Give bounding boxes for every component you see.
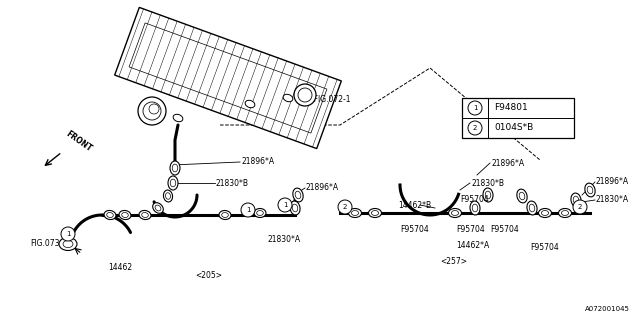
Circle shape (468, 101, 482, 115)
Text: 21896*A: 21896*A (241, 157, 274, 166)
Text: F95704: F95704 (460, 196, 489, 204)
Text: 2: 2 (578, 204, 582, 210)
Text: 14462*A: 14462*A (456, 241, 489, 250)
Text: 2: 2 (473, 125, 477, 131)
Ellipse shape (119, 211, 131, 220)
Text: FRONT: FRONT (64, 130, 93, 154)
Circle shape (294, 84, 316, 106)
Text: 14462*B: 14462*B (398, 201, 431, 210)
Text: 21830*A: 21830*A (596, 196, 629, 204)
Ellipse shape (571, 193, 581, 207)
Text: F94801: F94801 (494, 103, 528, 113)
Ellipse shape (483, 188, 493, 202)
Text: <205>: <205> (195, 270, 222, 279)
Circle shape (298, 88, 312, 102)
Text: A072001045: A072001045 (585, 306, 630, 312)
Ellipse shape (292, 204, 298, 212)
Ellipse shape (173, 114, 183, 122)
Ellipse shape (283, 94, 293, 102)
Ellipse shape (561, 211, 568, 215)
Text: 21896*A: 21896*A (306, 183, 339, 193)
Ellipse shape (170, 179, 176, 187)
Text: 21896*A: 21896*A (491, 158, 524, 167)
Ellipse shape (163, 190, 173, 202)
Ellipse shape (168, 176, 178, 190)
Text: F95704: F95704 (530, 243, 559, 252)
Circle shape (468, 121, 482, 135)
Ellipse shape (141, 212, 148, 218)
Polygon shape (115, 7, 341, 148)
Ellipse shape (371, 211, 379, 215)
Ellipse shape (104, 211, 116, 220)
Ellipse shape (573, 196, 579, 204)
Circle shape (143, 102, 161, 120)
Text: 21830*A: 21830*A (267, 236, 300, 244)
Text: FIG.073: FIG.073 (30, 239, 60, 249)
FancyBboxPatch shape (462, 98, 574, 138)
Ellipse shape (538, 209, 552, 218)
Text: <257>: <257> (440, 258, 467, 267)
Circle shape (573, 200, 587, 214)
Ellipse shape (519, 192, 525, 200)
Ellipse shape (585, 183, 595, 197)
Circle shape (338, 200, 352, 214)
Ellipse shape (485, 191, 491, 199)
Text: 21830*B: 21830*B (471, 179, 504, 188)
Ellipse shape (59, 237, 77, 251)
Ellipse shape (517, 189, 527, 203)
Circle shape (149, 104, 159, 114)
Ellipse shape (541, 211, 548, 215)
Ellipse shape (139, 211, 151, 220)
Circle shape (278, 198, 292, 212)
Ellipse shape (369, 209, 381, 218)
Text: 1: 1 (473, 105, 477, 111)
Text: F95704: F95704 (490, 226, 519, 235)
Text: 21896*A: 21896*A (596, 178, 629, 187)
Ellipse shape (295, 191, 301, 199)
Ellipse shape (559, 209, 572, 218)
Text: 0104S*B: 0104S*B (494, 124, 533, 132)
Ellipse shape (449, 209, 461, 218)
Ellipse shape (470, 201, 480, 215)
Ellipse shape (107, 212, 113, 218)
Text: F95704: F95704 (456, 226, 484, 235)
Ellipse shape (587, 186, 593, 194)
Text: 14462: 14462 (108, 263, 132, 273)
Text: 21830*B: 21830*B (216, 179, 249, 188)
Ellipse shape (170, 161, 180, 175)
Ellipse shape (527, 201, 537, 215)
Ellipse shape (293, 188, 303, 202)
Ellipse shape (221, 212, 228, 218)
Ellipse shape (349, 209, 362, 218)
Circle shape (241, 203, 255, 217)
Ellipse shape (529, 204, 535, 212)
Ellipse shape (153, 203, 163, 213)
Ellipse shape (166, 193, 170, 199)
Text: 1: 1 (66, 231, 70, 237)
Text: 1: 1 (283, 202, 287, 208)
Text: 1: 1 (246, 207, 250, 213)
Ellipse shape (122, 212, 128, 218)
Ellipse shape (257, 211, 263, 215)
Circle shape (61, 227, 75, 241)
Ellipse shape (219, 211, 231, 220)
Ellipse shape (451, 211, 459, 215)
Text: 2: 2 (343, 204, 347, 210)
Text: F95704: F95704 (400, 226, 429, 235)
Ellipse shape (63, 240, 73, 248)
Ellipse shape (290, 201, 300, 215)
Ellipse shape (472, 204, 478, 212)
Ellipse shape (172, 164, 178, 172)
Ellipse shape (254, 209, 266, 218)
Text: —FIG.072-1: —FIG.072-1 (307, 95, 351, 105)
Circle shape (138, 97, 166, 125)
Ellipse shape (155, 205, 161, 211)
Ellipse shape (351, 211, 358, 215)
Ellipse shape (245, 100, 255, 108)
